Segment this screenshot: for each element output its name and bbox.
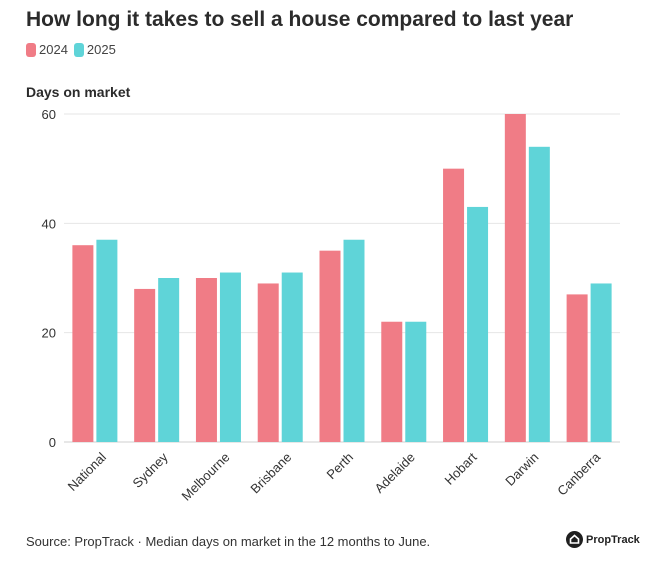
proptrack-logo: PropTrack bbox=[566, 531, 640, 548]
legend-swatch-2025 bbox=[73, 42, 84, 57]
bar-2025-brisbane bbox=[281, 272, 303, 442]
chart-title: How long it takes to sell a house compar… bbox=[26, 8, 574, 31]
x-tick-label-melbourne: Melbourne bbox=[179, 450, 233, 504]
bar-2024-hobart bbox=[443, 168, 465, 442]
legend-label-2024: 2024 bbox=[39, 42, 68, 57]
y-tick-label-60: 60 bbox=[42, 107, 56, 122]
bar-2025-perth bbox=[343, 239, 365, 442]
legend-item-2025: 2025 bbox=[73, 42, 116, 57]
bar-2024-melbourne bbox=[195, 278, 217, 442]
x-tick-label-sydney: Sydney bbox=[130, 449, 172, 491]
bar-2025-hobart bbox=[467, 206, 489, 442]
x-tick-label-national: National bbox=[65, 449, 109, 493]
legend-swatch-2024 bbox=[26, 42, 36, 57]
bar-2024-national bbox=[72, 245, 94, 442]
house-icon bbox=[566, 531, 583, 548]
x-tick-label-brisbane: Brisbane bbox=[247, 450, 294, 497]
x-tick-label-darwin: Darwin bbox=[502, 450, 541, 489]
y-tick-label-0: 0 bbox=[49, 435, 56, 450]
brand-name: PropTrack bbox=[586, 533, 640, 546]
y-tick-label-20: 20 bbox=[42, 326, 56, 341]
bar-2025-sydney bbox=[158, 278, 180, 442]
bar-2025-national bbox=[96, 239, 118, 442]
legend-item-2024: 2024 bbox=[26, 42, 68, 57]
bar-2025-canberra bbox=[590, 283, 612, 442]
source-note: Source: PropTrack · Median days on marke… bbox=[26, 534, 431, 549]
y-tick-label-40: 40 bbox=[42, 216, 56, 231]
x-tick-label-hobart: Hobart bbox=[441, 449, 479, 487]
x-tick-label-canberra: Canberra bbox=[554, 449, 603, 498]
legend-label-2025: 2025 bbox=[86, 42, 116, 57]
x-tick-label-perth: Perth bbox=[324, 450, 357, 483]
bar-2024-adelaide bbox=[381, 321, 403, 442]
legend: 2024 2025 bbox=[26, 42, 122, 57]
bar-2024-brisbane bbox=[257, 283, 279, 442]
bar-2025-melbourne bbox=[219, 272, 241, 442]
bar-2024-perth bbox=[319, 250, 341, 442]
bar-2024-sydney bbox=[134, 288, 156, 442]
y-axis-label: Days on market bbox=[26, 84, 131, 100]
bar-2024-darwin bbox=[504, 114, 526, 442]
x-tick-label-adelaide: Adelaide bbox=[372, 450, 418, 496]
bar-2025-adelaide bbox=[405, 321, 427, 442]
bar-2025-darwin bbox=[528, 146, 550, 443]
bar-2024-canberra bbox=[566, 294, 588, 442]
